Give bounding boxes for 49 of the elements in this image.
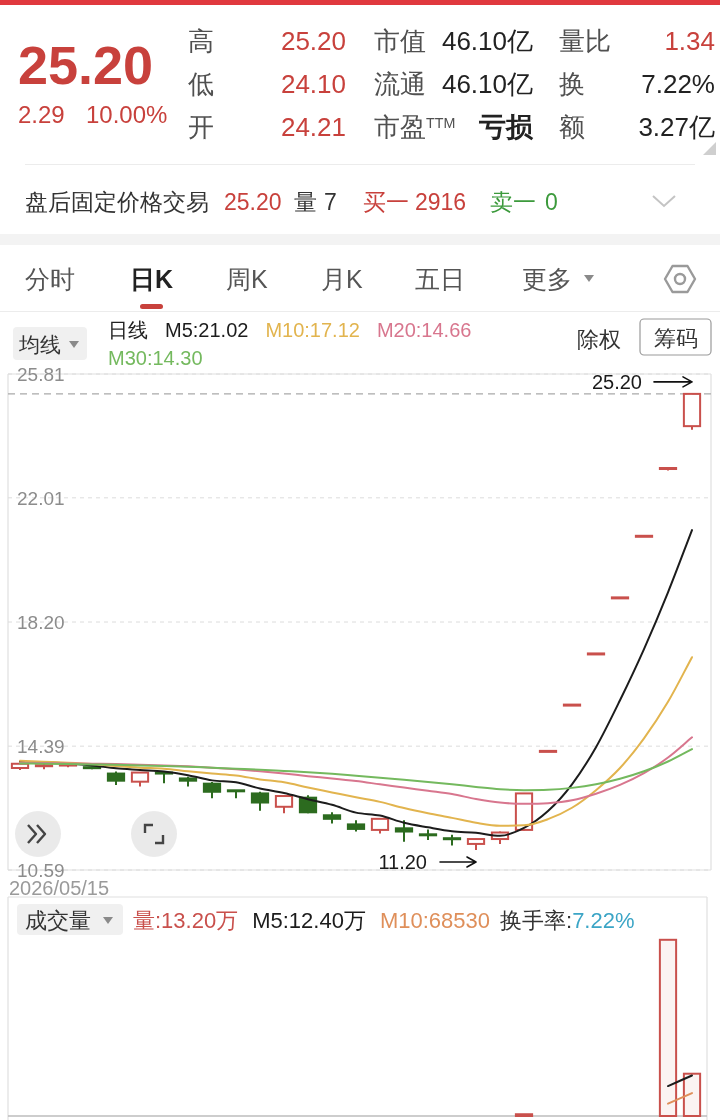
legend: 日线 M5:21.02 M10:17.12 M20:14.66 M30:14.30 [108, 319, 472, 369]
text: 周K [226, 265, 268, 293]
text: 2916 [415, 189, 467, 215]
text: 亏损 [478, 112, 534, 142]
text: 换手率: [500, 908, 573, 933]
text: 五日 [415, 265, 465, 293]
text: 量比 [559, 26, 611, 56]
annotation: 25.20 [591, 370, 642, 393]
text: 高 [188, 26, 214, 56]
text: 流通 [374, 69, 426, 99]
text: 3.27亿 [638, 112, 715, 142]
text: 成交量 [25, 908, 91, 933]
text: 卖一 [490, 189, 536, 215]
text: 均线 [18, 333, 61, 356]
text: 24.21 [280, 112, 346, 142]
text: 46.10亿 [441, 26, 533, 56]
text: 日K [130, 265, 174, 293]
y-tick-label: 25.81 [17, 364, 65, 385]
text: 25.20 [18, 35, 154, 95]
text: 换 [559, 69, 585, 99]
text: 盘后固定价格交易 [25, 189, 209, 215]
y-tick-label: 18.20 [17, 612, 65, 633]
text: 低 [188, 69, 214, 99]
text: 市值 [374, 26, 426, 56]
text: 0 [545, 189, 558, 215]
text: 25.20 [280, 26, 346, 56]
text: 1.34 [664, 26, 715, 56]
text: 额 [559, 112, 585, 142]
text: 46.10亿 [441, 69, 533, 99]
text: 7.22% [572, 908, 635, 933]
text: 更多 [522, 265, 572, 293]
text: 7.22% [641, 69, 715, 99]
text: 7 [324, 189, 337, 215]
text: 24.10 [280, 69, 346, 99]
annotation: 11.20 [378, 851, 427, 873]
text: 10.00% [86, 101, 168, 128]
text: 月K [321, 265, 363, 293]
text: 筹码 [653, 326, 698, 351]
text: 分时 [25, 265, 75, 293]
text: 买一 [363, 189, 409, 215]
text: 量 [294, 189, 317, 215]
y-tick-label: 14.39 [17, 736, 65, 758]
y-tick-label: 22.01 [17, 487, 65, 509]
text: 开 [188, 112, 214, 142]
text: 除权 [577, 327, 621, 352]
legend: 量:13.20万 M5:12.40万 M10:68530 [133, 908, 490, 933]
text: 市盈$^{TTM}$ [374, 112, 456, 142]
text: 25.20 [224, 189, 282, 215]
text: 2.29 [18, 101, 65, 128]
